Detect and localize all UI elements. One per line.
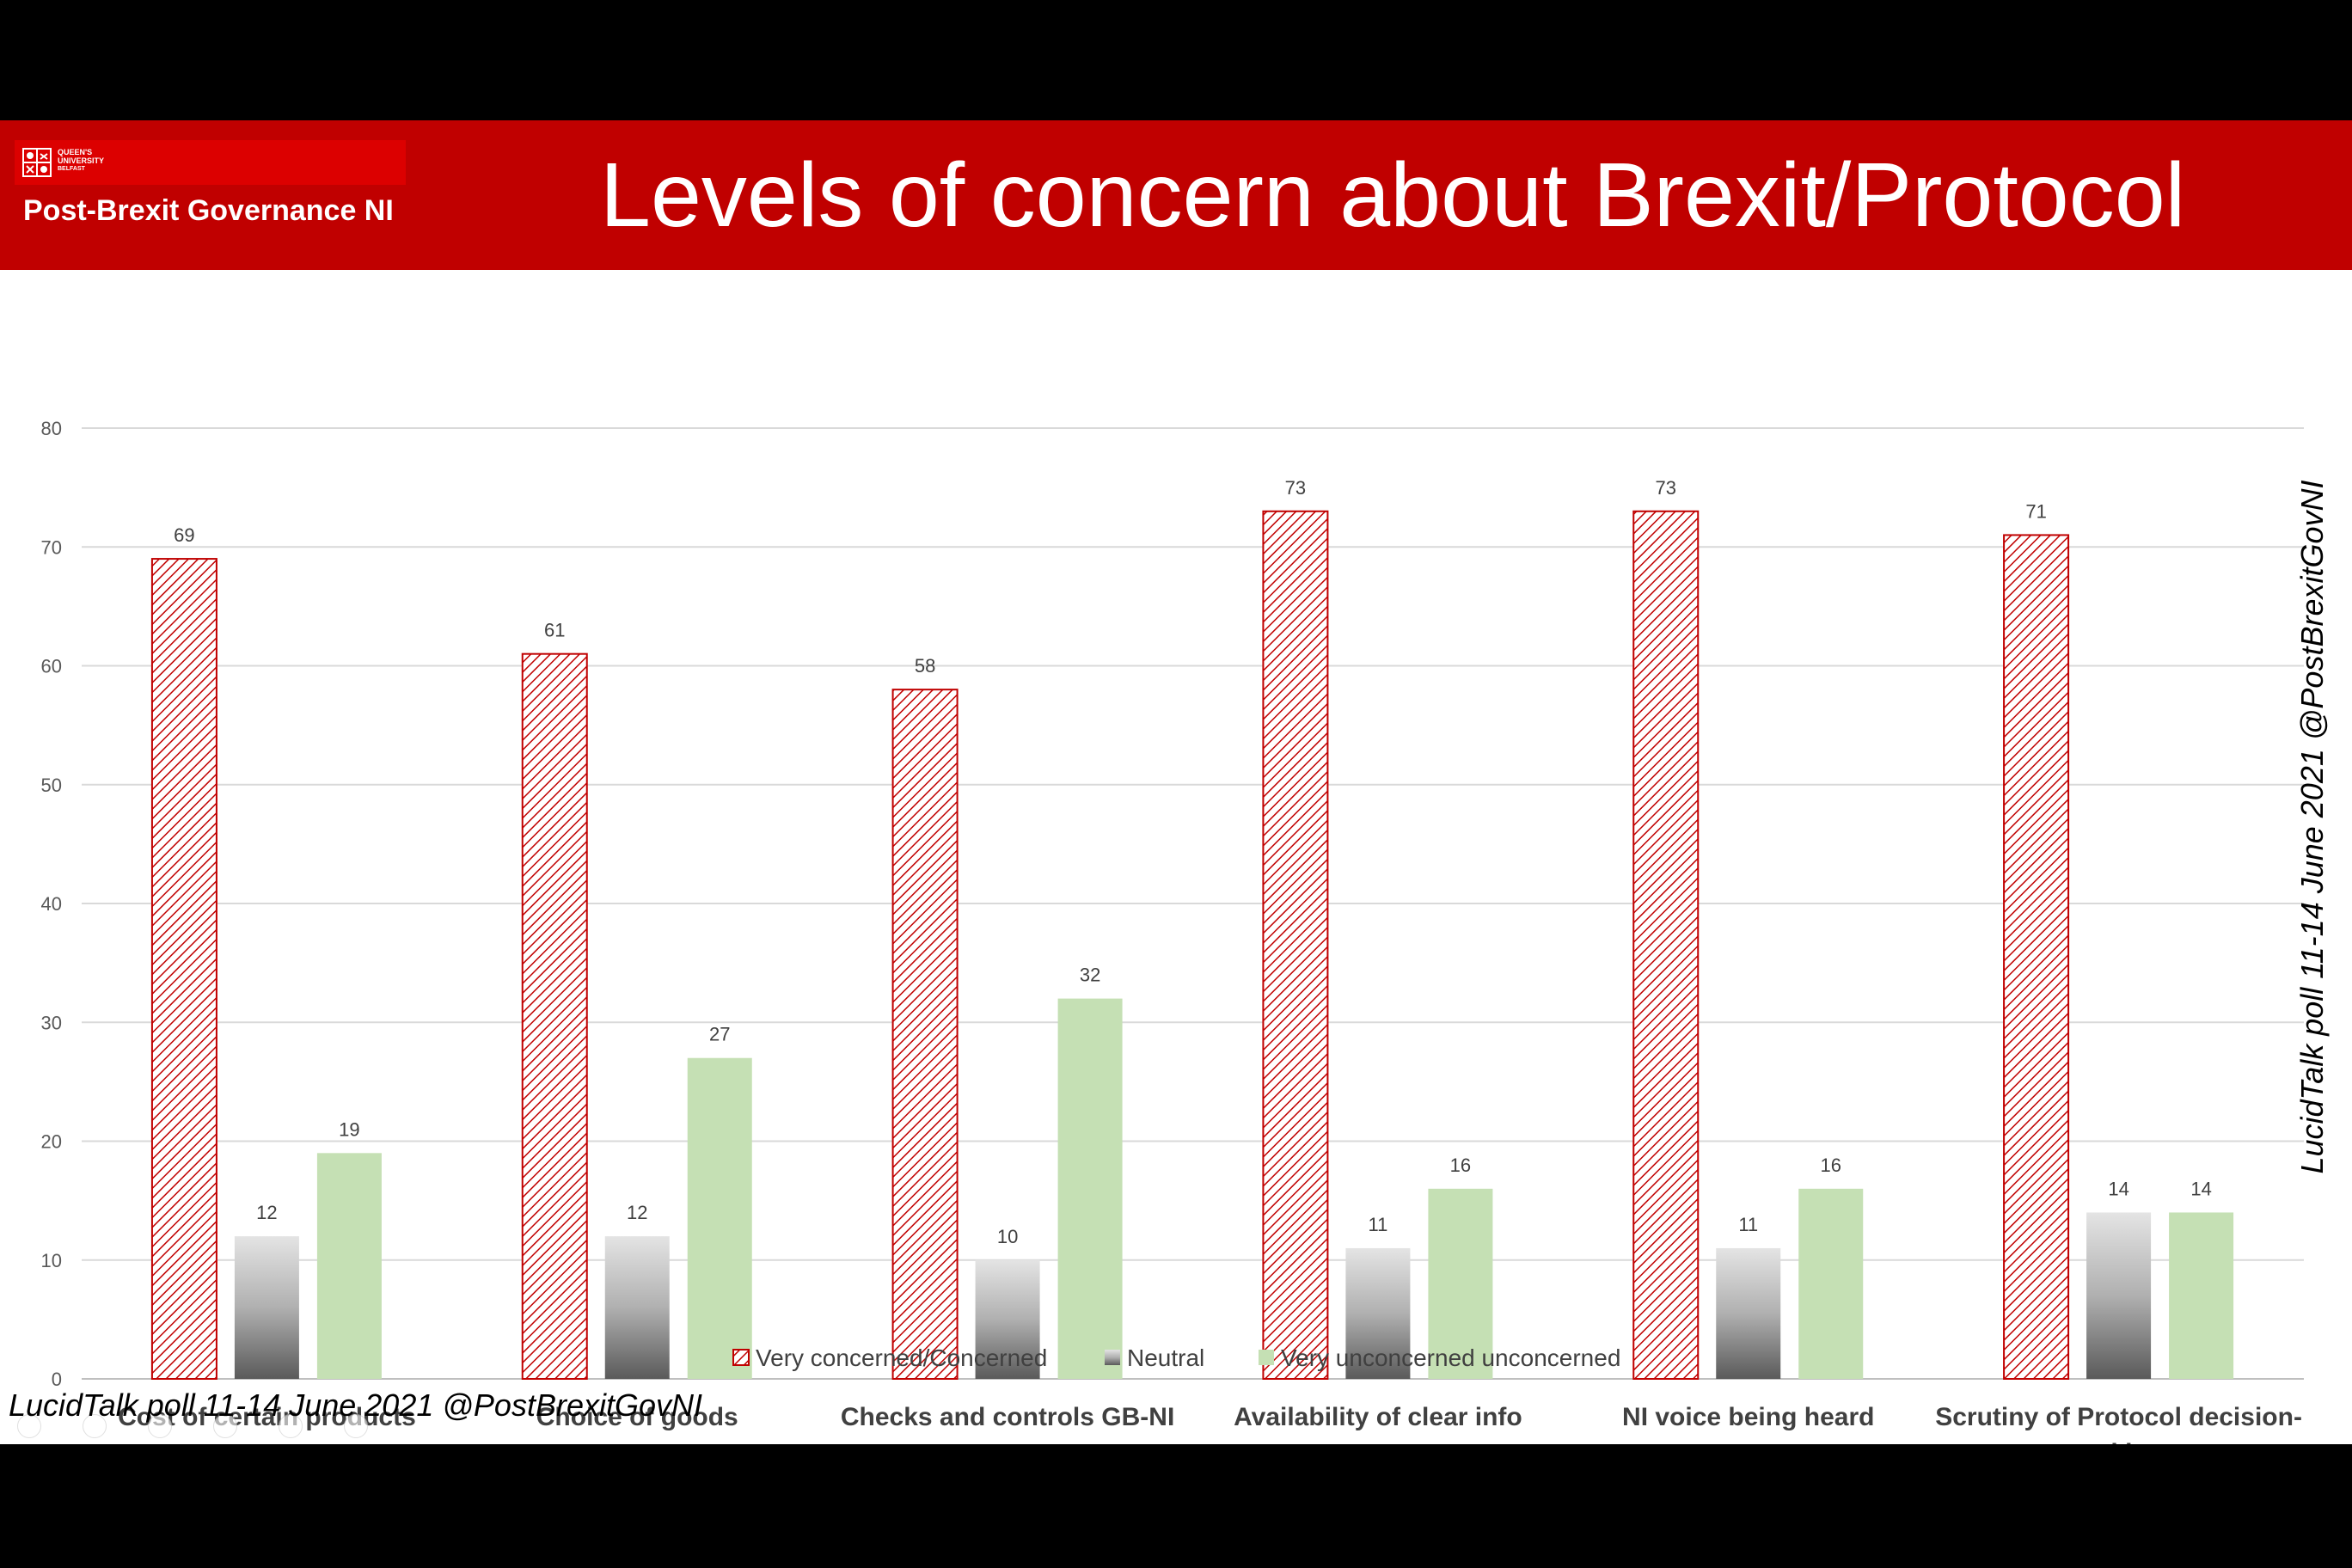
data-label: 12 [627, 1202, 647, 1223]
data-label: 73 [1656, 477, 1676, 499]
bar-unconcerned [688, 1058, 752, 1379]
bar-neutral [2086, 1212, 2151, 1379]
data-label: 58 [915, 655, 935, 677]
slide: QUEEN'S UNIVERSITY BELFAST Post-Brexit G… [0, 120, 2352, 1444]
grid-lines [82, 428, 2304, 1379]
data-label: 10 [997, 1226, 1018, 1247]
qub-logo-header: QUEEN'S UNIVERSITY BELFAST [15, 140, 406, 185]
logo-name: Post-Brexit Governance NI [23, 194, 394, 228]
category-label: Scrutiny of Protocol decision- [1935, 1403, 2302, 1431]
data-label: 16 [1450, 1155, 1471, 1176]
bar-concerned [1633, 511, 1698, 1379]
data-label: 73 [1285, 477, 1306, 499]
qub-wordmark-line: BELFAST [58, 165, 152, 174]
legend-label: Very unconcerned unconcerned [1281, 1344, 1620, 1371]
qub-wordmark-line: QUEEN'S [58, 148, 152, 156]
data-label: 11 [1368, 1214, 1387, 1235]
data-label: 61 [544, 620, 565, 641]
qub-wordmark-line: UNIVERSITY [58, 156, 152, 165]
y-tick-label: 30 [41, 1012, 62, 1033]
bar-concerned [2004, 535, 2068, 1379]
data-label: 14 [2108, 1178, 2128, 1199]
qub-crest-icon [21, 147, 52, 178]
legend-label: Very concerned/Concerned [756, 1344, 1047, 1371]
data-label: 27 [709, 1024, 730, 1045]
data-label: 32 [1080, 965, 1100, 986]
bar-concerned [893, 689, 958, 1379]
bottom-credit: LucidTalk poll 11-14 June 2021 @PostBrex… [9, 1387, 702, 1424]
side-credit-text: LucidTalk poll 11-14 June 2021 @PostBrex… [2294, 481, 2331, 1174]
bars [152, 511, 2233, 1379]
category-label: Checks and controls GB-NI [841, 1403, 1174, 1431]
bar-neutral [1716, 1248, 1780, 1379]
page-title: Levels of concern about Brexit/Protocol [600, 139, 2185, 251]
qub-wordmark: QUEEN'S UNIVERSITY BELFAST [58, 148, 152, 174]
bar-concerned [1263, 511, 1327, 1379]
data-label: 11 [1738, 1214, 1758, 1235]
data-label: 19 [339, 1118, 359, 1140]
title-banner: QUEEN'S UNIVERSITY BELFAST Post-Brexit G… [0, 120, 2352, 270]
bar-unconcerned [317, 1153, 382, 1379]
y-tick-label: 20 [41, 1131, 62, 1153]
data-label: 69 [174, 524, 194, 546]
qub-logo: QUEEN'S UNIVERSITY BELFAST Post-Brexit G… [15, 140, 406, 239]
data-label: 71 [2025, 500, 2046, 522]
y-tick-label: 70 [41, 536, 62, 558]
y-tick-label: 50 [41, 775, 62, 796]
bar-unconcerned [1058, 999, 1123, 1379]
bar-unconcerned [2169, 1212, 2233, 1379]
legend-swatch-neutral [1105, 1350, 1120, 1365]
bar-neutral [235, 1236, 299, 1379]
y-tick-label: 40 [41, 893, 62, 915]
category-label: NI voice being heard [1622, 1403, 1874, 1431]
legend: Very concerned/Concerned Neutral Very unco… [733, 1344, 1620, 1371]
legend-swatch-concerned [733, 1350, 749, 1365]
category-label: Availability of clear info [1234, 1403, 1522, 1431]
data-label: 16 [1821, 1155, 1841, 1176]
category-label: making [2073, 1439, 2164, 1444]
legend-swatch-unconcerned [1259, 1350, 1274, 1365]
bar-concerned [523, 654, 587, 1379]
data-label: 12 [256, 1202, 277, 1223]
data-label: 14 [2190, 1178, 2211, 1199]
bar-concerned [152, 559, 217, 1379]
bar-neutral [605, 1236, 670, 1379]
legend-label: Neutral [1127, 1344, 1204, 1371]
y-tick-label: 80 [41, 418, 62, 439]
bar-unconcerned [1798, 1189, 1863, 1379]
y-tick-label: 10 [41, 1250, 62, 1271]
data-labels: 69 12 19 61 12 27 58 10 32 73 11 16 73 11 16 71 14 14 [174, 477, 2212, 1247]
y-tick-label: 60 [41, 656, 62, 677]
